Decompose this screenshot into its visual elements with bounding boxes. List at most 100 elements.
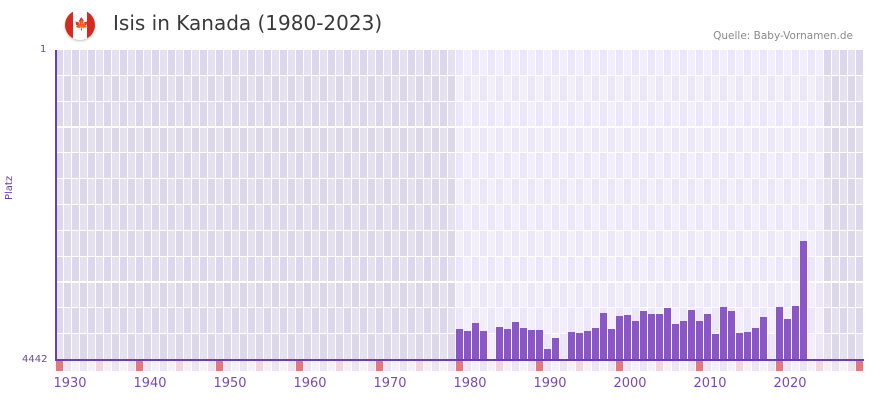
grid-cell xyxy=(640,75,647,101)
bar-1992[interactable] xyxy=(568,332,575,360)
year-marker xyxy=(600,361,607,371)
bar-1985[interactable] xyxy=(512,322,519,360)
grid-cell xyxy=(704,101,711,127)
grid-cell xyxy=(296,308,303,334)
grid-cell xyxy=(656,282,663,308)
bar-2001[interactable] xyxy=(640,311,647,360)
grid-cell xyxy=(64,127,71,153)
grid-cell xyxy=(576,205,583,230)
grid-cell xyxy=(856,179,863,204)
bar-1995[interactable] xyxy=(592,328,599,360)
grid-cell xyxy=(64,205,71,230)
grid-cell xyxy=(472,205,479,230)
grid-cell xyxy=(248,75,255,101)
bar-2018[interactable] xyxy=(776,307,783,360)
grid-cell xyxy=(640,153,647,179)
bar-1984[interactable] xyxy=(504,329,511,360)
grid-cell xyxy=(120,75,127,101)
grid-cell xyxy=(648,282,655,308)
grid-cell xyxy=(264,127,271,153)
grid-cell xyxy=(632,153,639,179)
bar-1997[interactable] xyxy=(608,329,615,360)
grid-cell xyxy=(632,256,639,282)
bar-1999[interactable] xyxy=(624,315,631,360)
grid-cell xyxy=(528,127,535,153)
bar-2006[interactable] xyxy=(680,321,687,360)
bar-2000[interactable] xyxy=(632,321,639,360)
grid-cell xyxy=(72,256,79,282)
bar-2002[interactable] xyxy=(648,314,655,360)
grid-cell xyxy=(232,127,239,153)
year-marker xyxy=(776,361,783,371)
grid-cell xyxy=(440,75,447,101)
bar-2005[interactable] xyxy=(672,324,679,360)
bar-1996[interactable] xyxy=(600,313,607,360)
bar-2021[interactable] xyxy=(800,241,807,360)
bar-1990[interactable] xyxy=(552,338,559,360)
grid-cell xyxy=(624,230,631,256)
bar-1998[interactable] xyxy=(616,316,623,360)
grid-cell xyxy=(416,308,423,334)
grid-cell xyxy=(752,50,759,75)
grid-cell xyxy=(776,75,783,101)
bar-1989[interactable] xyxy=(544,349,551,360)
grid-cell xyxy=(272,127,279,153)
grid-cell xyxy=(72,153,79,179)
grid-cell xyxy=(544,75,551,101)
grid-cell xyxy=(176,230,183,256)
bar-1986[interactable] xyxy=(520,328,527,360)
grid-cell xyxy=(312,50,319,75)
year-marker xyxy=(264,361,271,371)
bar-1988[interactable] xyxy=(536,330,543,360)
bar-2003[interactable] xyxy=(656,314,663,360)
grid-cell xyxy=(696,308,703,334)
bar-2019[interactable] xyxy=(784,319,791,360)
grid-cell xyxy=(344,334,351,359)
bar-2015[interactable] xyxy=(752,328,759,360)
grid-cell xyxy=(792,256,799,282)
grid-cell xyxy=(168,179,175,204)
bar-1983[interactable] xyxy=(496,327,503,360)
grid-cell xyxy=(728,282,735,308)
bar-2011[interactable] xyxy=(720,307,727,360)
bar-2004[interactable] xyxy=(664,308,671,360)
bar-1979[interactable] xyxy=(464,331,471,360)
bar-1981[interactable] xyxy=(480,331,487,360)
bar-2013[interactable] xyxy=(736,333,743,360)
grid-cell xyxy=(696,75,703,101)
grid-cell xyxy=(96,50,103,75)
bar-2007[interactable] xyxy=(688,310,695,360)
bar-1994[interactable] xyxy=(584,331,591,360)
grid-cell xyxy=(184,101,191,127)
bar-1980[interactable] xyxy=(472,323,479,360)
grid-cell xyxy=(104,205,111,230)
bar-2020[interactable] xyxy=(792,306,799,360)
grid-cell xyxy=(56,179,63,204)
grid-cell xyxy=(424,153,431,179)
grid-cell xyxy=(728,205,735,230)
grid-cell xyxy=(304,230,311,256)
bar-1978[interactable] xyxy=(456,329,463,360)
grid-cell xyxy=(568,205,575,230)
grid-cell xyxy=(824,127,831,153)
bar-2008[interactable] xyxy=(696,321,703,360)
grid-cell xyxy=(712,153,719,179)
grid-cell xyxy=(488,334,495,359)
bar-2010[interactable] xyxy=(712,334,719,360)
bar-1987[interactable] xyxy=(528,330,535,360)
year-marker xyxy=(816,361,823,371)
grid-cell xyxy=(344,282,351,308)
grid-cell xyxy=(128,205,135,230)
grid-cell xyxy=(592,230,599,256)
bar-2014[interactable] xyxy=(744,332,751,360)
grid-cell xyxy=(408,179,415,204)
bar-2016[interactable] xyxy=(760,317,767,360)
grid-cell xyxy=(264,308,271,334)
grid-cell xyxy=(568,101,575,127)
grid-cell xyxy=(352,282,359,308)
grid-cell xyxy=(496,230,503,256)
bar-2009[interactable] xyxy=(704,314,711,360)
bar-1993[interactable] xyxy=(576,333,583,360)
year-marker xyxy=(216,361,223,371)
bar-2012[interactable] xyxy=(728,311,735,360)
